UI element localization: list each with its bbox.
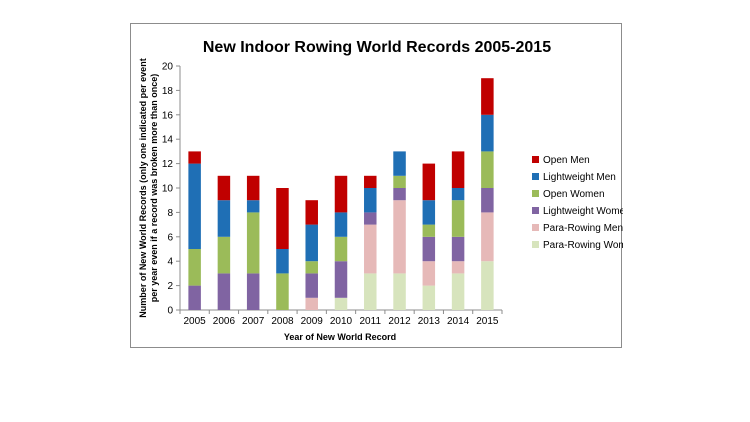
chart-frame: New Indoor Rowing World Records 2005-201…: [130, 23, 623, 348]
y-tick-label: 16: [162, 110, 174, 121]
legend-label: Para-Rowing Women: [543, 240, 623, 251]
chart-title: New Indoor Rowing World Records 2005-201…: [203, 39, 551, 56]
bar-segment: [393, 273, 406, 310]
bar-segment: [217, 273, 231, 310]
bar-segment: [305, 297, 318, 310]
x-tick-label: 2008: [271, 316, 294, 327]
y-tick-label: 10: [162, 184, 174, 195]
bar-segment: [246, 175, 260, 201]
bar-segment: [188, 249, 201, 286]
legend-swatch: [532, 156, 539, 163]
bar-segment: [217, 236, 231, 274]
bar-segment: [334, 297, 348, 310]
x-tick-label: 2007: [242, 316, 265, 327]
bar-segment: [481, 78, 494, 115]
bar-segment: [217, 200, 231, 237]
bar-segment: [217, 175, 231, 201]
bar-segment: [364, 224, 377, 274]
bar-segment: [422, 224, 436, 237]
y-tick-label: 2: [167, 281, 173, 292]
legend-label: Open Women: [543, 189, 605, 200]
bar-segment: [364, 212, 377, 225]
bar-segment: [393, 200, 406, 274]
y-tick-label: 4: [167, 257, 173, 268]
legend-label: Lightweight Men: [543, 172, 616, 183]
x-tick-label: 2011: [360, 316, 382, 327]
bar-segment: [364, 273, 377, 310]
x-axis-title: Year of New World Record: [284, 332, 396, 342]
x-tick-label: 2006: [213, 316, 236, 327]
bar-segment: [246, 212, 260, 274]
legend-swatch: [532, 224, 539, 231]
legend-swatch: [532, 207, 539, 214]
bar-segment: [451, 273, 465, 310]
bar-segment: [451, 188, 465, 201]
bar-segment: [305, 200, 318, 225]
bar-segment: [334, 212, 348, 237]
bar-segment: [334, 236, 348, 262]
bar-segment: [422, 285, 436, 310]
bar-segment: [451, 236, 465, 262]
bar-segment: [451, 261, 465, 274]
legend-label: Open Men: [543, 155, 590, 166]
bar-segment: [481, 151, 494, 188]
y-tick-label: 12: [162, 159, 174, 170]
bar-segment: [334, 175, 348, 213]
bar-segment: [305, 224, 318, 262]
y-tick-label: 6: [167, 232, 173, 243]
x-tick-label: 2014: [447, 316, 470, 327]
bar-segment: [188, 163, 201, 249]
bar-segment: [422, 163, 436, 201]
bar-segment: [451, 151, 465, 188]
bar-segment: [334, 261, 348, 298]
x-tick-label: 2015: [476, 316, 499, 327]
bar-segment: [422, 261, 436, 286]
x-tick-label: 2009: [301, 316, 324, 327]
bar-segment: [422, 236, 436, 262]
bar-segment: [276, 188, 289, 249]
bar-segment: [305, 273, 318, 298]
bar-segment: [364, 175, 377, 188]
bar-segment: [481, 212, 494, 262]
bar-segment: [364, 188, 377, 213]
legend-swatch: [532, 241, 539, 248]
bar-segment: [393, 175, 406, 188]
bar-segment: [188, 285, 201, 310]
stacked-bar-chart: New Indoor Rowing World Records 2005-201…: [138, 39, 623, 342]
bar-segment: [276, 273, 289, 310]
legend-label: Para-Rowing Men: [543, 223, 623, 234]
y-tick-label: 0: [167, 306, 173, 317]
legend-label: Lightweight Women: [543, 206, 623, 217]
bar-segment: [451, 200, 465, 237]
y-tick-label: 8: [167, 208, 173, 219]
y-axis-title-line: per year even if a record was broken mor…: [149, 74, 159, 303]
y-axis-title-line: Number of New World Records (only one in…: [138, 58, 148, 317]
bar-segment: [188, 151, 201, 164]
bar-segment: [481, 261, 494, 310]
bar-segment: [305, 261, 318, 274]
bar-segment: [393, 151, 406, 176]
legend-swatch: [532, 173, 539, 180]
y-tick-label: 18: [162, 86, 174, 97]
bar-segment: [246, 273, 260, 310]
x-tick-label: 2013: [418, 316, 441, 327]
x-tick-label: 2005: [184, 316, 207, 327]
bar-segment: [276, 249, 289, 274]
x-tick-label: 2012: [388, 316, 411, 327]
bar-segment: [246, 200, 260, 213]
bar-segment: [393, 188, 406, 201]
bar-segment: [481, 114, 494, 152]
y-tick-label: 20: [162, 62, 174, 73]
plot-area: 0 2 4 6 8 10 12 14 16 18 20 2005 2006 2007 2008 2009 201…: [162, 62, 503, 327]
y-axis-title: Number of New World Records (only one in…: [138, 58, 159, 317]
bar-segment: [481, 188, 494, 213]
legend: Open Men Lightweight Men Open Women Lightwe…: [532, 155, 623, 251]
x-tick-label: 2010: [330, 316, 353, 327]
y-tick-label: 14: [162, 135, 174, 146]
legend-swatch: [532, 190, 539, 197]
bar-segment: [422, 200, 436, 225]
